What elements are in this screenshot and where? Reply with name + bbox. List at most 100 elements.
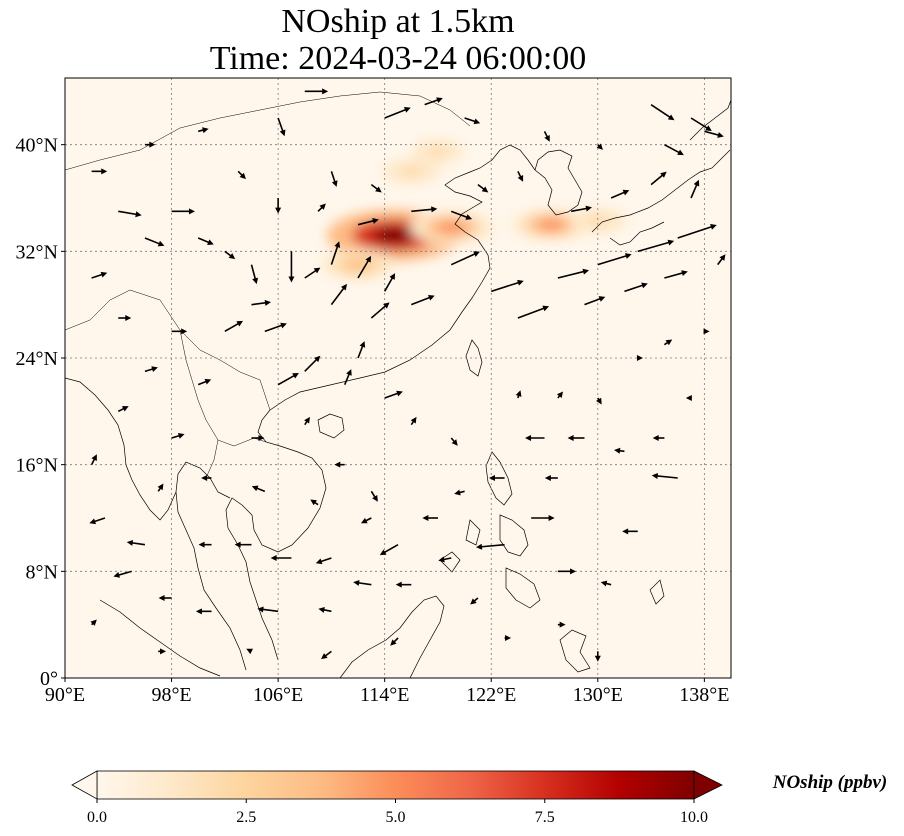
wind-arrow — [515, 390, 522, 399]
wind-arrow — [277, 117, 286, 137]
wind-arrow — [113, 570, 132, 578]
wind-arrow-head — [239, 172, 246, 180]
wind-arrow — [411, 206, 438, 213]
wind-arrow-head — [585, 205, 592, 212]
wind-arrow — [117, 406, 129, 413]
wind-arrow-head — [331, 180, 338, 187]
wind-arrow-shaft — [490, 281, 522, 293]
wind-arrow-head — [275, 207, 282, 214]
wind-arrow-shaft — [357, 258, 371, 279]
wind-arrow-head — [665, 339, 673, 346]
wind-arrow-shaft — [650, 104, 673, 120]
wind-arrow-head — [403, 107, 411, 113]
wind-arrow — [357, 341, 366, 359]
wind-arrow-shaft — [517, 306, 547, 319]
wind-arrow-head — [202, 127, 209, 134]
wind-arrow-head — [481, 186, 489, 193]
wind-arrow-head — [596, 397, 602, 405]
map-area — [65, 78, 731, 678]
wind-arrow — [126, 539, 146, 546]
wind-arrow — [664, 270, 688, 279]
wind-arrow — [567, 435, 585, 441]
wind-arrow — [171, 328, 188, 335]
wind-arrow-head — [436, 97, 443, 104]
wind-arrow-head — [149, 141, 156, 148]
wind-arrow-shaft — [664, 271, 686, 279]
wind-arrow — [158, 648, 167, 655]
wind-arrow — [597, 253, 632, 266]
colorbar-tick-label: 7.5 — [535, 809, 555, 826]
chart-title-line2: Time: 2024-03-24 06:00:00 — [209, 40, 587, 77]
colorbar-extend-low — [71, 770, 98, 800]
wind-arrow — [517, 170, 524, 182]
wind-arrow — [464, 117, 481, 125]
wind-arrow-head — [703, 328, 710, 335]
wind-arrow — [304, 88, 329, 95]
wind-arrow-head — [622, 189, 630, 196]
wind-arrow — [195, 608, 212, 615]
wind-arrow-head — [251, 485, 259, 492]
wind-arrow-head — [121, 406, 129, 412]
coastline-mainland — [269, 144, 536, 411]
wind-arrow-shaft — [277, 373, 297, 386]
wind-arrow-head — [346, 369, 352, 376]
wind-arrow-head — [685, 395, 692, 401]
wind-arrow-shaft — [624, 283, 646, 293]
wind-arrow — [717, 254, 726, 266]
wind-arrow — [475, 543, 505, 550]
wind-arrow — [411, 294, 435, 306]
wind-arrow — [650, 104, 675, 121]
wind-arrow — [144, 237, 165, 247]
wind-arrow-head — [201, 475, 208, 481]
wind-arrow-head — [542, 305, 550, 312]
wind-arrow-shaft — [597, 254, 629, 266]
wind-arrow — [450, 437, 458, 446]
wind-arrow — [118, 315, 132, 321]
wind-arrow — [600, 580, 612, 587]
wind-arrow-head — [422, 515, 429, 521]
wind-arrow — [144, 141, 156, 148]
wind-arrow-head — [525, 435, 532, 441]
border-lines — [65, 91, 471, 479]
coastline-taiwan — [465, 339, 483, 377]
wind-arrow-head — [151, 366, 158, 373]
wind-arrow-head — [195, 608, 202, 615]
wind-arrow — [251, 299, 271, 306]
wind-arrow — [330, 241, 341, 265]
wind-arrow — [251, 485, 266, 493]
wind-arrow-shaft — [264, 323, 285, 333]
wind-arrow-head — [359, 341, 366, 348]
wind-arrow-shaft — [357, 219, 377, 226]
wind-arrow — [288, 251, 295, 283]
wind-arrow-head — [517, 279, 524, 286]
wind-arrow — [584, 296, 606, 306]
colorbar: 0.0 2.5 5.0 7.5 10.0 NOship (ppbv) — [71, 770, 887, 826]
wind-arrow — [488, 475, 505, 481]
wind-arrow-head — [360, 517, 368, 524]
wind-arrow-head — [660, 171, 667, 178]
wind-arrow-shaft — [478, 543, 505, 548]
lat-tick-label: 0° — [40, 668, 58, 690]
wind-arrow — [198, 127, 209, 134]
wind-arrow — [251, 435, 265, 441]
wind-arrow-head — [624, 253, 632, 259]
wind-arrow-head — [234, 541, 241, 548]
wind-arrow — [410, 416, 417, 426]
wind-arrow — [334, 461, 345, 468]
wind-arrow-head — [113, 572, 120, 578]
wind-arrow — [370, 490, 378, 502]
wind-arrow-shaft — [677, 225, 715, 239]
wind-arrow — [704, 130, 724, 138]
wind-arrow — [317, 203, 326, 212]
map-axes: 90°E 98°E 106°E 114°E 122°E 130°E 138°E 0° 8°N 16… — [16, 135, 730, 706]
wind-arrow — [490, 279, 524, 293]
wind-arrow-head — [395, 581, 402, 588]
chart-title-line1: NOship at 1.5km — [281, 3, 515, 40]
wind-arrow-head — [91, 454, 97, 461]
wind-arrow — [450, 210, 473, 220]
lat-tick-label: 32°N — [16, 241, 58, 263]
wind-arrow — [525, 435, 545, 441]
wind-arrow — [353, 579, 372, 586]
wind-arrow — [89, 517, 106, 525]
wind-arrow — [275, 198, 282, 214]
